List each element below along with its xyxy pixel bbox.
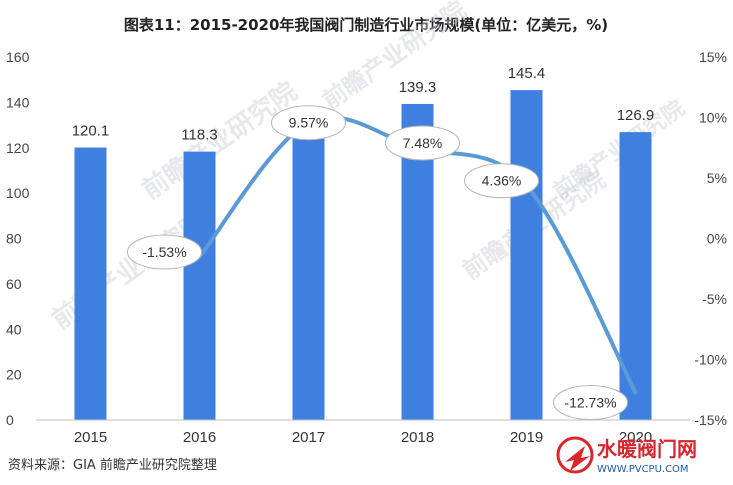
left-axis: 0 20 40 60 80 100 120 140 160 — [6, 49, 30, 428]
site-logo[interactable]: 水暖阀门网 WWW.PVCPU.COM — [556, 436, 697, 475]
logo-url: WWW.PVCPU.COM — [597, 464, 689, 475]
y-tick-label: 100 — [6, 185, 30, 201]
y2-tick-label: -10% — [694, 352, 727, 368]
growth-label-2020: -12.73% — [553, 385, 628, 421]
bar-2016 — [183, 151, 216, 420]
growth-label-2017: 9.57% — [271, 105, 346, 141]
x-tick-label: 2019 — [510, 429, 543, 446]
growth-label-text: 7.48% — [403, 135, 443, 151]
x-tick-label: 2016 — [183, 429, 216, 446]
bar-2015 — [74, 147, 107, 420]
bar-value-labels: 120.1 118.3 139.3 145.4 126.9 — [72, 65, 655, 143]
y-tick-label: 140 — [6, 94, 30, 110]
growth-label-text: 9.57% — [289, 115, 329, 131]
logo-bolt-icon — [565, 446, 590, 471]
logo-name: 水暖阀门网 — [597, 437, 697, 461]
growth-rate-labels: -1.53% 9.57% 7.48% 4.36% -12.73% — [127, 105, 628, 421]
growth-label-bubble — [385, 125, 460, 161]
growth-label-bubble — [127, 234, 202, 270]
bar-2017 — [292, 127, 325, 420]
source-note: 资料来源：GIA 前瞻产业研究院整理 — [8, 457, 217, 473]
x-tick-label: 2015 — [74, 429, 107, 446]
growth-label-text: -12.73% — [564, 395, 616, 411]
bar-series — [74, 90, 652, 420]
growth-label-2016: -1.53% — [127, 234, 202, 270]
bar-value-label: 126.9 — [617, 107, 655, 124]
y2-tick-label: -5% — [702, 291, 727, 307]
y2-tick-label: 0% — [707, 231, 727, 247]
category-labels: 2015 2016 2017 2018 2019 2020 — [74, 429, 652, 446]
bar-2020 — [619, 132, 652, 420]
growth-label-bubble — [271, 105, 346, 141]
bar-value-label: 120.1 — [72, 123, 110, 140]
y-tick-label: 120 — [6, 140, 30, 156]
y-tick-label: 0 — [6, 412, 14, 428]
x-tick-label: 2017 — [292, 429, 325, 446]
bar-value-label: 145.4 — [508, 65, 546, 82]
growth-label-text: -1.53% — [142, 244, 186, 260]
growth-label-text: 4.36% — [482, 173, 522, 189]
y2-tick-label: 5% — [707, 170, 727, 186]
chart-title: 图表11：2015-2020年我国阀门制造行业市场规模(单位：亿美元，%) — [124, 16, 608, 34]
growth-label-2018: 7.48% — [385, 125, 460, 161]
y2-tick-label: 15% — [699, 49, 727, 65]
y2-tick-label: 10% — [699, 110, 727, 126]
right-axis: -15% -10% -5% 0% 5% 10% 15% — [694, 49, 727, 428]
watermark-text: 前瞻产业研究院 — [136, 76, 303, 206]
growth-label-2019: 4.36% — [464, 163, 539, 199]
bar-2019 — [510, 90, 543, 420]
growth-label-bubble — [553, 385, 628, 421]
y-tick-label: 80 — [6, 231, 22, 247]
y-tick-label: 160 — [6, 49, 30, 65]
y2-tick-label: -15% — [694, 412, 727, 428]
y-tick-label: 60 — [6, 276, 22, 292]
x-tick-label: 2018 — [401, 429, 434, 446]
y-tick-label: 20 — [6, 367, 22, 383]
watermark-layer: 前瞻产业研究院前瞻产业研究院前瞻产业研究院前瞻产业研究院前瞻产业研究院 — [46, 0, 689, 336]
x-tick-label: 2020 — [619, 429, 652, 446]
growth-label-bubble — [464, 163, 539, 199]
bar-value-label: 118.3 — [181, 127, 217, 144]
y-tick-label: 40 — [6, 321, 22, 337]
bar-value-label: 139.3 — [399, 79, 437, 96]
